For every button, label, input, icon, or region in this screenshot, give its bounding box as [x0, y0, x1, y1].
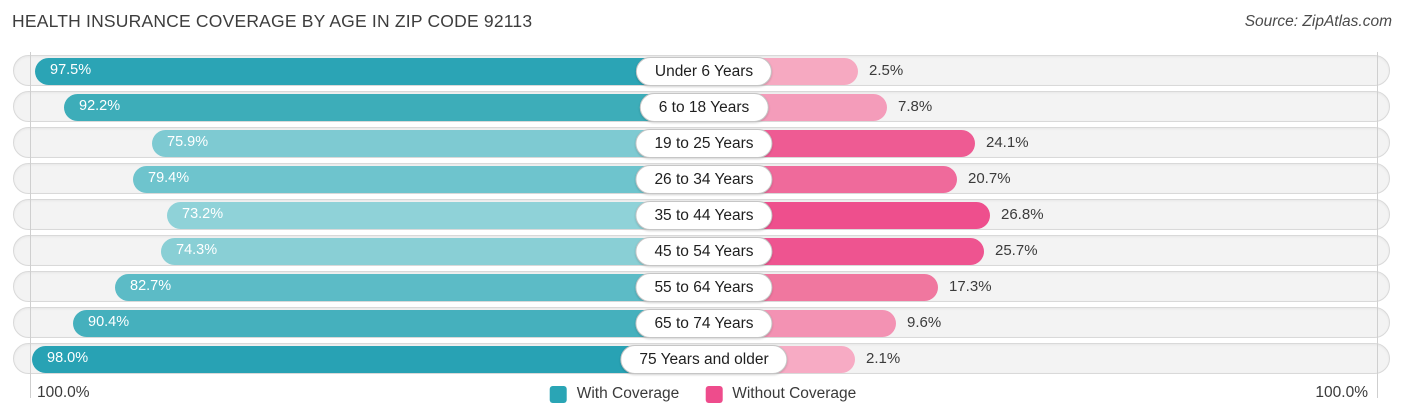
- age-group-label: 65 to 74 Years: [635, 309, 773, 338]
- age-group-label: 26 to 34 Years: [635, 165, 773, 194]
- with-coverage-bar: [115, 274, 704, 301]
- axis-label-right: 100.0%: [1315, 384, 1368, 401]
- legend-item-with-coverage: With Coverage: [549, 385, 680, 403]
- diverging-bar-chart: 97.5% 2.5% Under 6 Years 92.2% 7.8% 6 to…: [0, 52, 1406, 414]
- row-track: 75.9% 24.1% 19 to 25 Years: [13, 127, 1390, 158]
- with-coverage-value-label: 75.9%: [167, 134, 209, 150]
- age-row: 82.7% 17.3% 55 to 64 Years: [0, 271, 1406, 302]
- with-coverage-bar: [161, 238, 704, 265]
- with-coverage-value-label: 90.4%: [88, 314, 130, 330]
- with-coverage-bar: [73, 310, 704, 337]
- age-group-label: Under 6 Years: [635, 57, 773, 86]
- without-coverage-value-label: 9.6%: [907, 314, 942, 331]
- with-coverage-swatch-icon: [549, 385, 567, 403]
- age-group-label: 6 to 18 Years: [639, 93, 769, 122]
- age-row: 79.4% 20.7% 26 to 34 Years: [0, 163, 1406, 194]
- with-coverage-value-label: 73.2%: [182, 206, 224, 222]
- row-track: 97.5% 2.5% Under 6 Years: [13, 55, 1390, 86]
- legend-label-with-coverage: With Coverage: [576, 385, 680, 402]
- with-coverage-value-label: 79.4%: [148, 170, 190, 186]
- without-coverage-value-label: 2.1%: [866, 350, 901, 367]
- gridline-left-100pct: [30, 52, 31, 398]
- chart-footer: 100.0% With Coverage Without Coverage 10…: [0, 382, 1406, 406]
- row-track: 74.3% 25.7% 45 to 54 Years: [13, 235, 1390, 266]
- age-group-label: 45 to 54 Years: [635, 237, 773, 266]
- legend: With Coverage Without Coverage: [549, 382, 856, 406]
- without-coverage-value-label: 17.3%: [949, 278, 992, 295]
- age-row: 98.0% 2.1% 75 Years and older: [0, 343, 1406, 374]
- age-group-label: 35 to 44 Years: [635, 201, 773, 230]
- with-coverage-value-label: 74.3%: [176, 242, 218, 258]
- row-track: 98.0% 2.1% 75 Years and older: [13, 343, 1390, 374]
- age-group-label: 19 to 25 Years: [635, 129, 773, 158]
- without-coverage-swatch-icon: [705, 385, 723, 403]
- row-track: 79.4% 20.7% 26 to 34 Years: [13, 163, 1390, 194]
- age-row: 74.3% 25.7% 45 to 54 Years: [0, 235, 1406, 266]
- without-coverage-value-label: 7.8%: [898, 98, 933, 115]
- age-group-label: 55 to 64 Years: [635, 273, 773, 302]
- without-coverage-value-label: 2.5%: [869, 62, 904, 79]
- chart-rows: 97.5% 2.5% Under 6 Years 92.2% 7.8% 6 to…: [0, 55, 1406, 379]
- gridline-right-100pct: [1377, 52, 1378, 398]
- without-coverage-value-label: 25.7%: [995, 242, 1038, 259]
- age-row: 92.2% 7.8% 6 to 18 Years: [0, 91, 1406, 122]
- row-track: 92.2% 7.8% 6 to 18 Years: [13, 91, 1390, 122]
- with-coverage-bar: [64, 94, 704, 121]
- age-row: 97.5% 2.5% Under 6 Years: [0, 55, 1406, 86]
- without-coverage-value-label: 26.8%: [1001, 206, 1044, 223]
- row-track: 82.7% 17.3% 55 to 64 Years: [13, 271, 1390, 302]
- with-coverage-value-label: 82.7%: [130, 278, 172, 294]
- without-coverage-value-label: 20.7%: [968, 170, 1011, 187]
- legend-item-without-coverage: Without Coverage: [705, 385, 856, 403]
- age-row: 90.4% 9.6% 65 to 74 Years: [0, 307, 1406, 338]
- with-coverage-bar: [35, 58, 704, 85]
- with-coverage-value-label: 92.2%: [79, 98, 121, 114]
- without-coverage-value-label: 24.1%: [986, 134, 1029, 151]
- with-coverage-bar: [32, 346, 704, 373]
- age-group-label: 75 Years and older: [620, 345, 788, 374]
- with-coverage-value-label: 98.0%: [47, 350, 89, 366]
- with-coverage-bar: [152, 130, 704, 157]
- row-track: 90.4% 9.6% 65 to 74 Years: [13, 307, 1390, 338]
- legend-label-without-coverage: Without Coverage: [732, 385, 857, 402]
- age-row: 75.9% 24.1% 19 to 25 Years: [0, 127, 1406, 158]
- with-coverage-value-label: 97.5%: [50, 62, 92, 78]
- with-coverage-bar: [167, 202, 704, 229]
- axis-label-left: 100.0%: [37, 384, 90, 401]
- age-row: 73.2% 26.8% 35 to 44 Years: [0, 199, 1406, 230]
- source-attribution: Source: ZipAtlas.com: [1244, 13, 1392, 30]
- with-coverage-bar: [133, 166, 704, 193]
- chart-title: HEALTH INSURANCE COVERAGE BY AGE IN ZIP …: [12, 11, 533, 31]
- row-track: 73.2% 26.8% 35 to 44 Years: [13, 199, 1390, 230]
